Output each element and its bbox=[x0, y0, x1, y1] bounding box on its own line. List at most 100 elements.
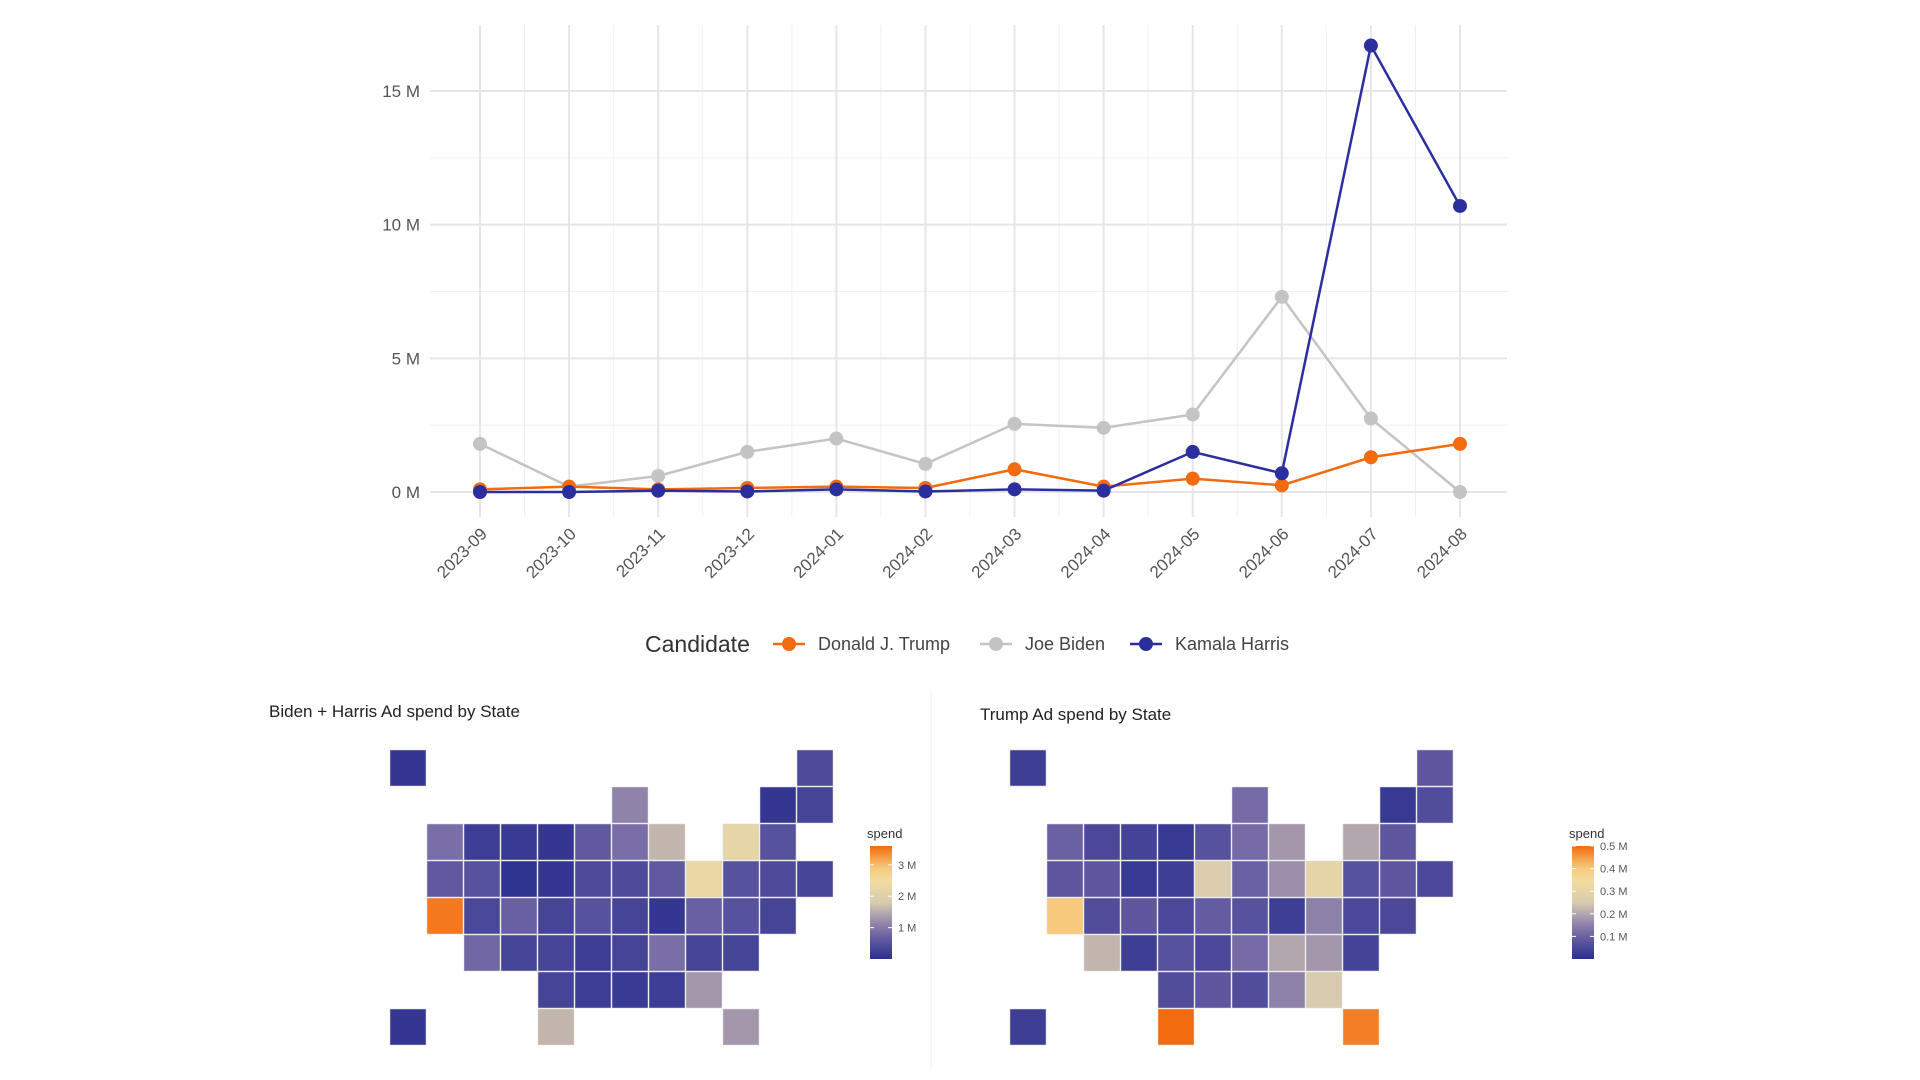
data-point bbox=[1274, 466, 1289, 481]
legend-label: Kamala Harris bbox=[1175, 634, 1289, 654]
state-in bbox=[1231, 860, 1269, 898]
state-nj bbox=[1342, 860, 1380, 898]
state-de bbox=[1379, 897, 1417, 935]
state-wy bbox=[1120, 860, 1158, 898]
state-ut bbox=[463, 897, 501, 935]
line-plot: 0 M 5 M 10 M 15 M 2023-09 2023-10 2023-11 2023-… bbox=[382, 25, 1507, 582]
state-hi bbox=[1009, 1008, 1047, 1046]
data-point bbox=[918, 456, 933, 471]
state-md bbox=[722, 897, 760, 935]
data-point bbox=[473, 485, 487, 499]
state-de bbox=[759, 897, 797, 935]
state-fl bbox=[722, 1008, 760, 1046]
state-sd bbox=[537, 860, 575, 898]
data-point bbox=[1185, 471, 1200, 486]
state-ne bbox=[537, 897, 575, 935]
data-point bbox=[829, 431, 844, 446]
state-ri bbox=[1416, 860, 1454, 898]
state-ny bbox=[722, 823, 760, 861]
data-point bbox=[1453, 198, 1467, 213]
data-point bbox=[1096, 420, 1111, 435]
state-ks bbox=[1157, 934, 1195, 972]
state-ma bbox=[759, 823, 797, 861]
state-oh bbox=[1268, 860, 1306, 898]
x-tick-label: 2024-05 bbox=[1146, 524, 1204, 582]
state-nc bbox=[648, 934, 686, 972]
y-tick-label: 15 M bbox=[382, 82, 420, 101]
state-nv bbox=[1083, 860, 1121, 898]
data-point bbox=[1363, 411, 1378, 426]
data-point bbox=[740, 444, 755, 459]
state-map-1: Biden + Harris Ad spend by State spend 1 M… bbox=[269, 702, 916, 1046]
state-ok bbox=[537, 971, 575, 1009]
state-id bbox=[463, 823, 501, 861]
state-wi bbox=[611, 786, 649, 824]
data-point bbox=[473, 436, 487, 451]
state-oh bbox=[648, 860, 686, 898]
data-point bbox=[1453, 436, 1467, 451]
x-tick-label: 2023-11 bbox=[612, 524, 669, 581]
data-point bbox=[829, 482, 844, 497]
state-nj bbox=[722, 860, 760, 898]
y-tick-label: 5 M bbox=[392, 349, 420, 368]
state-mi bbox=[648, 823, 686, 861]
state-ia bbox=[574, 860, 612, 898]
state-ks bbox=[537, 934, 575, 972]
colorbar-label: 2 M bbox=[898, 891, 916, 903]
colorbar-label: 3 M bbox=[898, 860, 916, 872]
state-sc bbox=[685, 934, 723, 972]
state-wi bbox=[1231, 786, 1269, 824]
state-va bbox=[1305, 897, 1343, 935]
state-ca bbox=[1046, 897, 1084, 935]
map-title: Biden + Harris Ad spend by State bbox=[269, 702, 520, 721]
state-nh bbox=[1416, 786, 1454, 824]
data-point bbox=[651, 483, 666, 498]
legend-key-point bbox=[782, 637, 796, 651]
data-point bbox=[562, 485, 577, 499]
state-wv bbox=[648, 897, 686, 935]
state-pa bbox=[1305, 860, 1343, 898]
state-nd bbox=[1157, 823, 1195, 861]
legend-label: Joe Biden bbox=[1025, 634, 1105, 654]
state-mn bbox=[1194, 823, 1232, 861]
x-tick-label: 2023-12 bbox=[701, 524, 759, 582]
state-nm bbox=[500, 934, 538, 972]
data-point bbox=[1274, 289, 1289, 304]
state-in bbox=[611, 860, 649, 898]
state-ny bbox=[1342, 823, 1380, 861]
state-vt bbox=[759, 786, 797, 824]
state-ne bbox=[1157, 897, 1195, 935]
state-ut bbox=[1083, 897, 1121, 935]
state-ct bbox=[759, 860, 797, 898]
state-nc bbox=[1268, 934, 1306, 972]
state-ct bbox=[1379, 860, 1417, 898]
state-vt bbox=[1379, 786, 1417, 824]
y-tick-label: 0 M bbox=[392, 483, 420, 502]
state-pa bbox=[685, 860, 723, 898]
state-il bbox=[1231, 823, 1269, 861]
colorbar-label: 1 M bbox=[898, 923, 916, 935]
state-dc bbox=[722, 934, 760, 972]
state-la bbox=[574, 971, 612, 1009]
state-ar bbox=[574, 934, 612, 972]
x-tick-label: 2024-07 bbox=[1324, 524, 1382, 582]
map-title: Trump Ad spend by State bbox=[980, 705, 1171, 724]
state-ar bbox=[1194, 934, 1232, 972]
state-co bbox=[1120, 897, 1158, 935]
state-hi bbox=[389, 1008, 427, 1046]
data-point bbox=[1007, 482, 1022, 497]
data-point bbox=[1363, 450, 1378, 465]
legend-key-point bbox=[1139, 637, 1153, 651]
legend-key-point bbox=[989, 637, 1003, 651]
colorbar-label: 0.5 M bbox=[1600, 841, 1628, 853]
data-point bbox=[1007, 462, 1022, 477]
colorbar bbox=[870, 846, 892, 959]
state-ky bbox=[611, 897, 649, 935]
legend: Candidate Donald J. Trump Joe Biden Kamala … bbox=[645, 631, 1289, 657]
plot-panel bbox=[430, 25, 1507, 517]
series-line-kamala-harris bbox=[480, 42, 1462, 494]
state-al bbox=[1268, 971, 1306, 1009]
state-md bbox=[1342, 897, 1380, 935]
state-mt bbox=[500, 823, 538, 861]
